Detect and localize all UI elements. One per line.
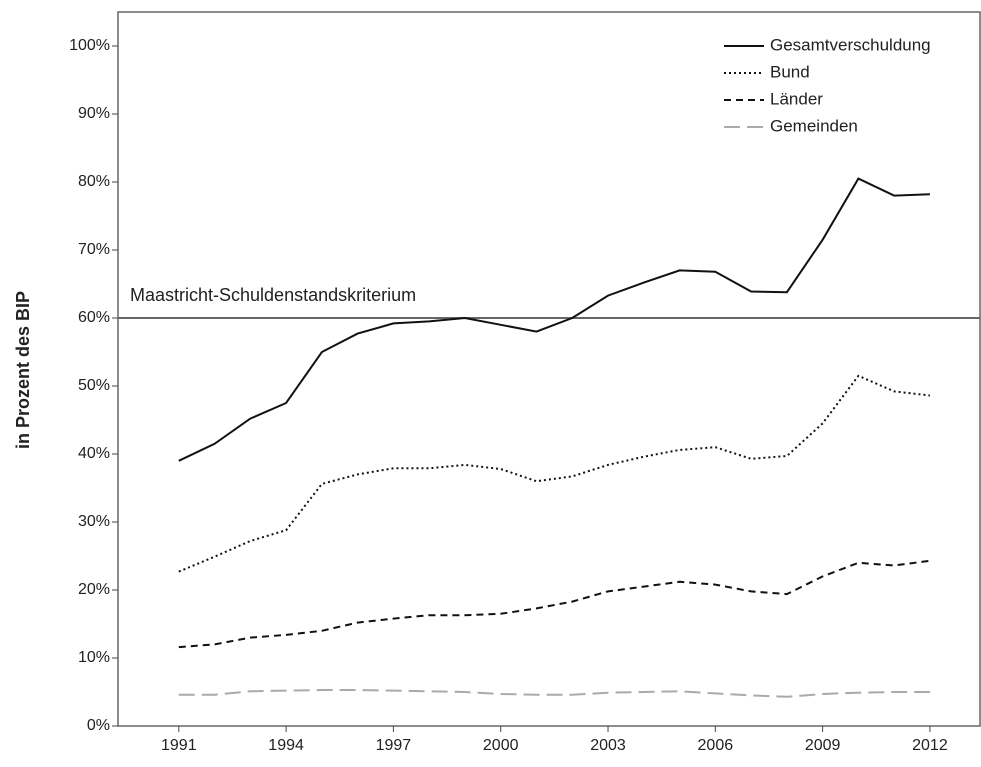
series-line bbox=[178, 559, 931, 649]
y-tick-label: 70% bbox=[78, 241, 110, 258]
x-tick-label: 2003 bbox=[590, 737, 626, 754]
y-axis-label: in Prozent des BIP bbox=[13, 291, 33, 449]
x-tick-label: 2012 bbox=[912, 737, 948, 754]
y-tick-label: 40% bbox=[78, 445, 110, 462]
x-tick-label: 2009 bbox=[805, 737, 841, 754]
x-tick-label: 1991 bbox=[161, 737, 197, 754]
reference-label: Maastricht-Schuldenstandskriterium bbox=[130, 285, 416, 305]
legend-label: Gemeinden bbox=[770, 116, 858, 135]
y-tick-label: 90% bbox=[78, 105, 110, 122]
y-tick-label: 100% bbox=[69, 37, 110, 54]
series-line bbox=[178, 374, 931, 573]
x-tick-label: 1997 bbox=[376, 737, 412, 754]
y-tick-label: 60% bbox=[78, 309, 110, 326]
series-line bbox=[178, 177, 930, 462]
x-tick-label: 2006 bbox=[698, 737, 734, 754]
plot-frame bbox=[117, 11, 981, 727]
x-tick-label: 2000 bbox=[483, 737, 519, 754]
legend-label: Länder bbox=[770, 89, 823, 108]
y-tick-label: 0% bbox=[87, 717, 110, 734]
y-tick-label: 80% bbox=[78, 173, 110, 190]
y-tick-label: 50% bbox=[78, 377, 110, 394]
y-tick-label: 10% bbox=[78, 649, 110, 666]
legend-label: Gesamtverschuldung bbox=[770, 35, 931, 54]
y-tick-label: 20% bbox=[78, 581, 110, 598]
x-tick-label: 1994 bbox=[268, 737, 304, 754]
series-line bbox=[178, 689, 930, 698]
y-tick-label: 30% bbox=[78, 513, 110, 530]
legend-label: Bund bbox=[770, 62, 810, 81]
